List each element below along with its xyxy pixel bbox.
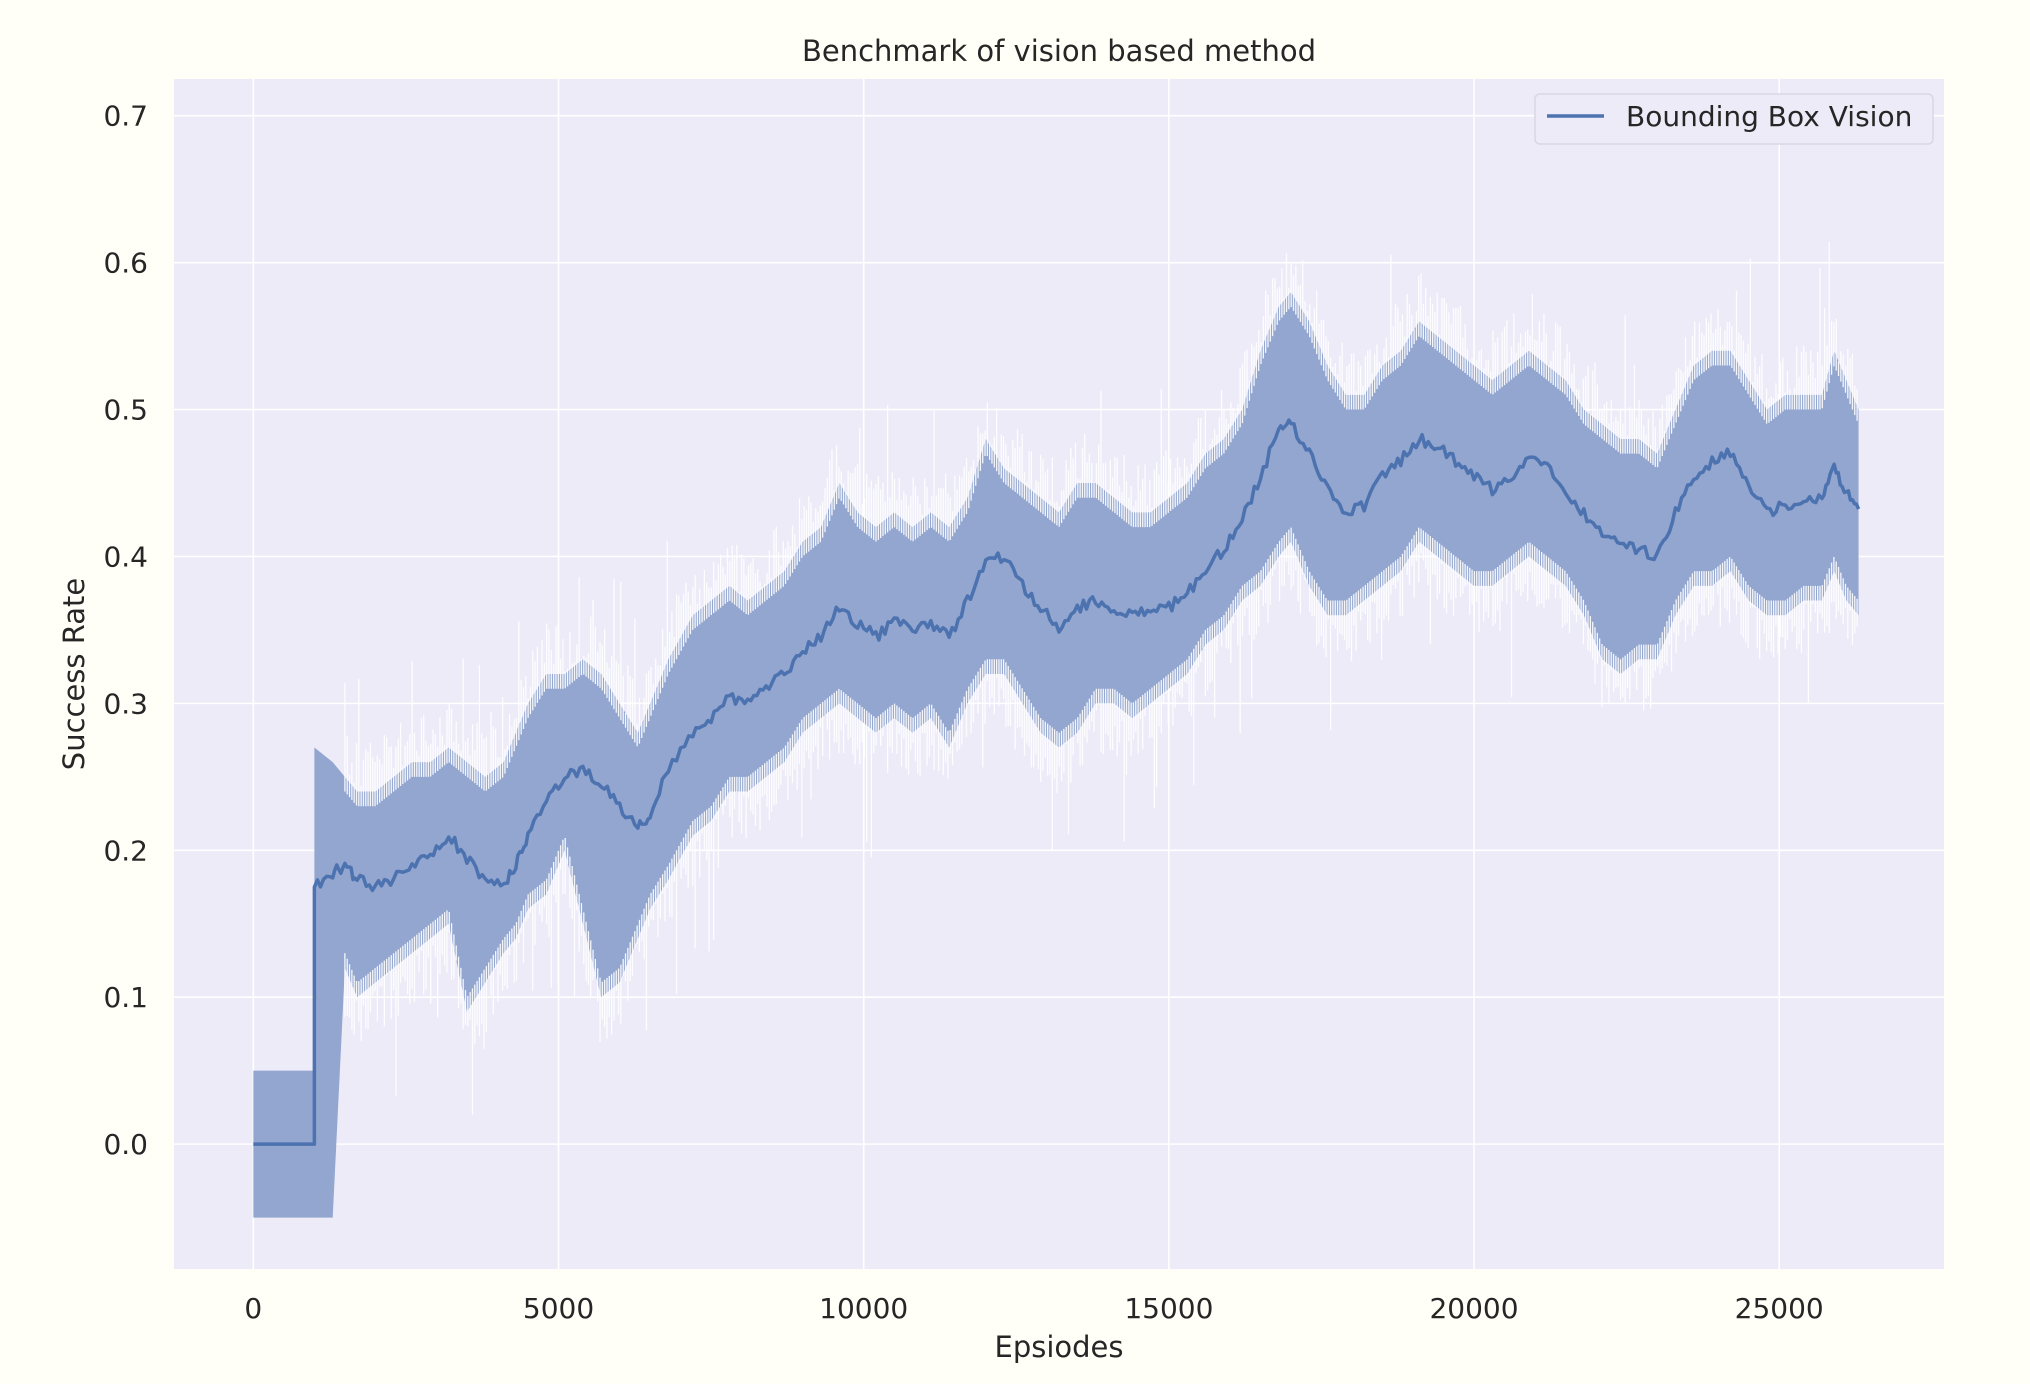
plot-layer — [253, 242, 1861, 1218]
x-tick-labels: 0 5000 10000 15000 20000 25000 — [244, 1292, 1823, 1325]
x-tick-label: 10000 — [819, 1292, 908, 1325]
x-tick-label: 0 — [244, 1292, 262, 1325]
x-tick-label: 15000 — [1124, 1292, 1213, 1325]
legend-entry-bounding-box-vision: Bounding Box Vision — [1626, 100, 1912, 133]
y-tick-label: 0.2 — [103, 834, 148, 867]
chart-title: Benchmark of vision based method — [802, 34, 1316, 68]
y-tick-label: 0.0 — [103, 1128, 148, 1161]
x-tick-label: 5000 — [523, 1292, 594, 1325]
x-axis-label: Epsiodes — [995, 1330, 1124, 1364]
y-tick-label: 0.4 — [103, 540, 148, 573]
x-tick-label: 20000 — [1429, 1292, 1518, 1325]
y-tick-label: 0.6 — [103, 247, 148, 280]
y-axis-label: Success Rate — [57, 578, 91, 770]
band-lower-noise — [344, 527, 1858, 1116]
x-tick-label: 25000 — [1735, 1292, 1824, 1325]
legend: Bounding Box Vision — [1534, 93, 1934, 145]
y-tick-label: 0.7 — [103, 100, 148, 133]
y-tick-label: 0.3 — [103, 687, 148, 720]
confidence-band — [253, 292, 1859, 1218]
y-tick-label: 0.5 — [103, 394, 148, 427]
legend-box — [1534, 93, 1934, 145]
y-tick-labels: 0.0 0.1 0.2 0.3 0.4 0.5 0.6 0.7 — [103, 100, 148, 1161]
y-tick-label: 0.1 — [103, 981, 148, 1014]
band-upper-noise — [344, 242, 1858, 807]
series-line-bounding-box-vision — [253, 418, 1861, 1146]
